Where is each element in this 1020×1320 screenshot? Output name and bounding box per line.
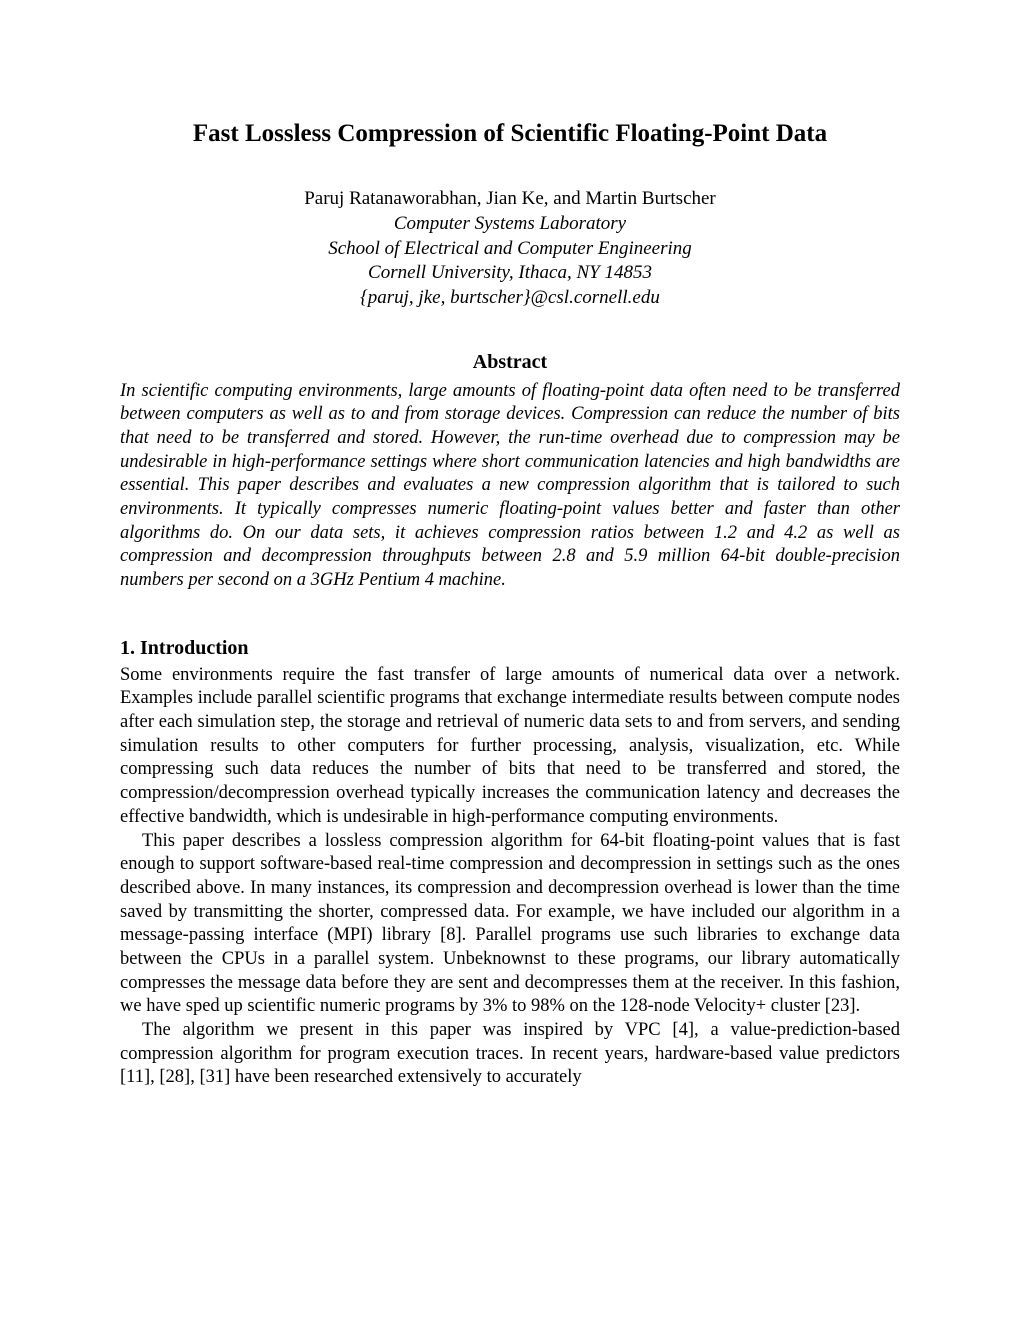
- abstract-heading: Abstract: [120, 351, 900, 374]
- affiliation-lab: Computer Systems Laboratory: [120, 212, 900, 237]
- section-1-para-2: This paper describes a lossless compress…: [120, 830, 900, 1019]
- section-1-para-1: Some environments require the fast trans…: [120, 664, 900, 830]
- paper-title: Fast Lossless Compression of Scientific …: [120, 120, 900, 148]
- affiliation-university: Cornell University, Ithaca, NY 14853: [120, 261, 900, 286]
- affiliation-school: School of Electrical and Computer Engine…: [120, 237, 900, 262]
- section-1-para-3: The algorithm we present in this paper w…: [120, 1019, 900, 1090]
- abstract-text: In scientific computing environments, la…: [120, 380, 900, 593]
- authors-line: Paruj Ratanaworabhan, Jian Ke, and Marti…: [120, 188, 900, 210]
- affiliation-email: {paruj, jke, burtscher}@csl.cornell.edu: [120, 286, 900, 311]
- section-1-heading: 1. Introduction: [120, 637, 900, 660]
